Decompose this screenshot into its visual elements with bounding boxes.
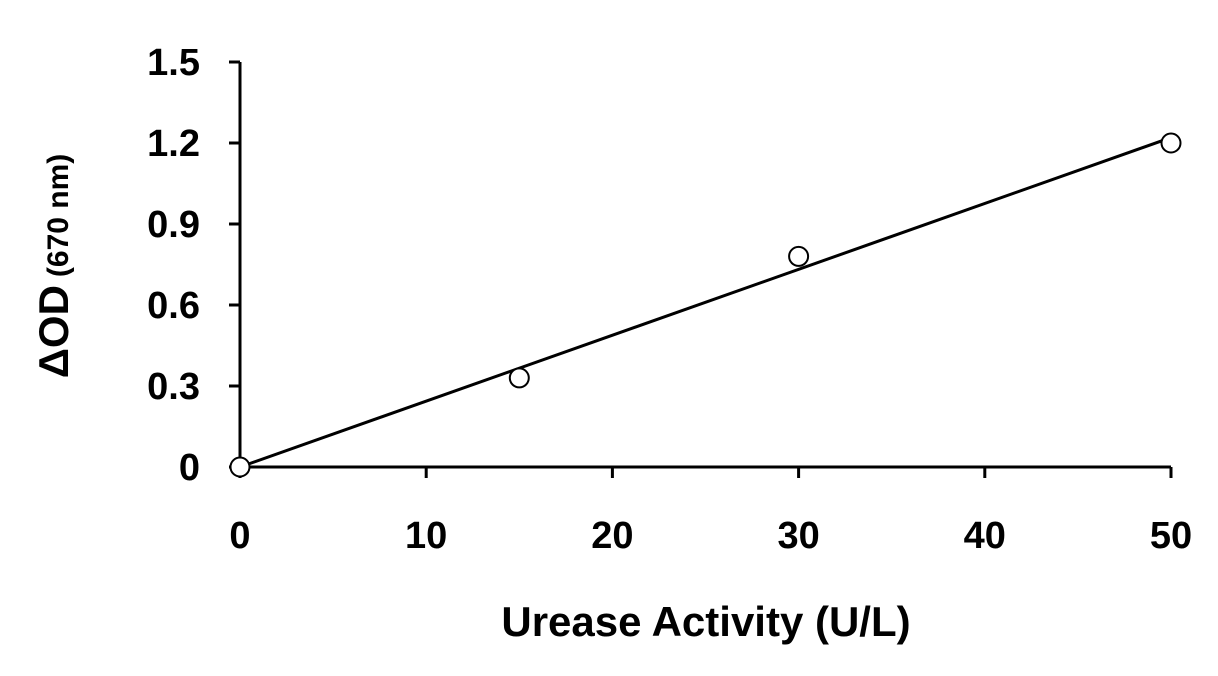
data-point xyxy=(229,456,251,478)
y-tick-label: 1.2 xyxy=(147,123,200,165)
x-tick-label: 0 xyxy=(229,515,250,557)
y-tick-label: 0.6 xyxy=(147,285,200,327)
axes xyxy=(238,62,1171,469)
y-axis-title-main: ΔOD xyxy=(30,285,77,378)
trendline xyxy=(239,136,1172,469)
data-point xyxy=(788,245,810,267)
data-points xyxy=(229,132,1182,478)
x-ticks: 0 10 20 30 40 50 xyxy=(229,467,1192,557)
x-tick-label: 50 xyxy=(1150,515,1192,557)
x-tick-label: 30 xyxy=(777,515,819,557)
y-tick-label: 0.3 xyxy=(147,366,200,408)
data-point xyxy=(508,367,530,389)
y-ticks: 0 0.3 0.6 0.9 1.2 1.5 xyxy=(147,42,240,489)
x-tick-label: 20 xyxy=(591,515,633,557)
y-axis-title-unit: (670 nm) xyxy=(42,154,75,277)
trendline-group xyxy=(239,136,1172,469)
y-axis-title: ΔOD (670 nm) xyxy=(30,154,77,379)
x-tick-label: 10 xyxy=(405,515,447,557)
data-point xyxy=(1160,132,1182,154)
y-tick-label: 0 xyxy=(179,447,200,489)
x-tick-label: 40 xyxy=(964,515,1006,557)
y-tick-label: 0.9 xyxy=(147,204,200,246)
y-tick-label: 1.5 xyxy=(147,42,200,84)
x-axis-title: Urease Activity (U/L) xyxy=(501,598,910,645)
